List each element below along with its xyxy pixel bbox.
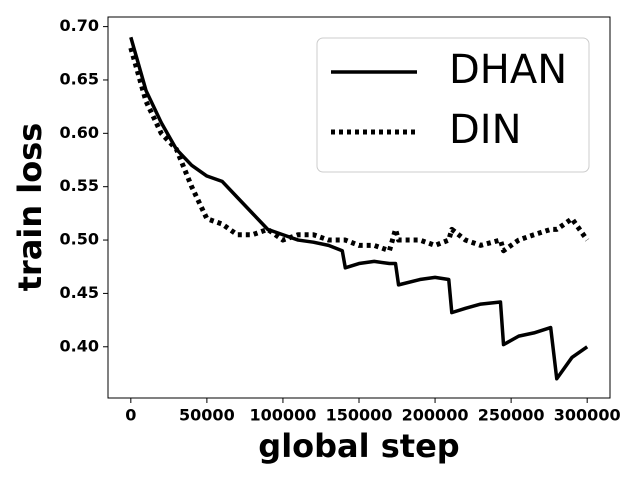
y-tick-label: 0.70 [60, 16, 99, 35]
y-tick-label: 0.50 [60, 230, 99, 249]
y-tick-label: 0.45 [60, 283, 99, 302]
x-tick-label: 0 [125, 406, 136, 425]
x-tick-label: 250000 [478, 406, 545, 425]
x-tick-label: 150000 [326, 406, 393, 425]
x-axis-label: global step [258, 427, 459, 465]
y-tick-label: 0.60 [60, 123, 99, 142]
y-tick-label: 0.65 [60, 69, 99, 88]
y-tick-label: 0.40 [60, 336, 99, 355]
legend-label: DIN [449, 107, 522, 153]
x-tick-label: 300000 [554, 406, 621, 425]
y-axis-label: train loss [11, 123, 49, 292]
line-dhan [129, 36, 589, 381]
legend-label: DHAN [449, 47, 567, 93]
x-tick-label: 50000 [179, 406, 235, 425]
x-tick-label: 100000 [250, 406, 317, 425]
x-tick-label: 200000 [402, 406, 469, 425]
y-tick-label: 0.55 [60, 176, 99, 195]
plot-frame [107, 16, 611, 399]
